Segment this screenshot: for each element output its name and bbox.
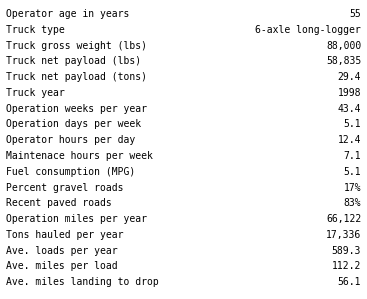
Text: Fuel consumption (MPG): Fuel consumption (MPG) <box>6 167 135 177</box>
Text: 17,336: 17,336 <box>326 230 361 240</box>
Text: 5.1: 5.1 <box>344 119 361 129</box>
Text: Operator hours per day: Operator hours per day <box>6 135 135 145</box>
Text: Truck gross weight (lbs): Truck gross weight (lbs) <box>6 41 147 51</box>
Text: 6-axle long-logger: 6-axle long-logger <box>255 25 361 35</box>
Text: 1998: 1998 <box>338 88 361 98</box>
Text: 29.4: 29.4 <box>338 72 361 82</box>
Text: 12.4: 12.4 <box>338 135 361 145</box>
Text: 7.1: 7.1 <box>344 151 361 161</box>
Text: Percent gravel roads: Percent gravel roads <box>6 183 123 193</box>
Text: 88,000: 88,000 <box>326 41 361 51</box>
Text: 56.1: 56.1 <box>338 277 361 287</box>
Text: 58,835: 58,835 <box>326 56 361 66</box>
Text: Maintenace hours per week: Maintenace hours per week <box>6 151 153 161</box>
Text: Ave. miles landing to drop: Ave. miles landing to drop <box>6 277 159 287</box>
Text: 112.2: 112.2 <box>332 261 361 271</box>
Text: Operation weeks per year: Operation weeks per year <box>6 104 147 114</box>
Text: Tons hauled per year: Tons hauled per year <box>6 230 123 240</box>
Text: Operator age in years: Operator age in years <box>6 9 129 19</box>
Text: Truck type: Truck type <box>6 25 65 35</box>
Text: 55: 55 <box>349 9 361 19</box>
Text: Truck net payload (lbs): Truck net payload (lbs) <box>6 56 141 66</box>
Text: 5.1: 5.1 <box>344 167 361 177</box>
Text: Recent paved roads: Recent paved roads <box>6 198 112 208</box>
Text: 17%: 17% <box>344 183 361 193</box>
Text: 83%: 83% <box>344 198 361 208</box>
Text: Ave. miles per load: Ave. miles per load <box>6 261 117 271</box>
Text: Ave. loads per year: Ave. loads per year <box>6 246 117 256</box>
Text: 66,122: 66,122 <box>326 214 361 224</box>
Text: Operation miles per year: Operation miles per year <box>6 214 147 224</box>
Text: Truck year: Truck year <box>6 88 65 98</box>
Text: 43.4: 43.4 <box>338 104 361 114</box>
Text: Operation days per week: Operation days per week <box>6 119 141 129</box>
Text: Truck net payload (tons): Truck net payload (tons) <box>6 72 147 82</box>
Text: 589.3: 589.3 <box>332 246 361 256</box>
